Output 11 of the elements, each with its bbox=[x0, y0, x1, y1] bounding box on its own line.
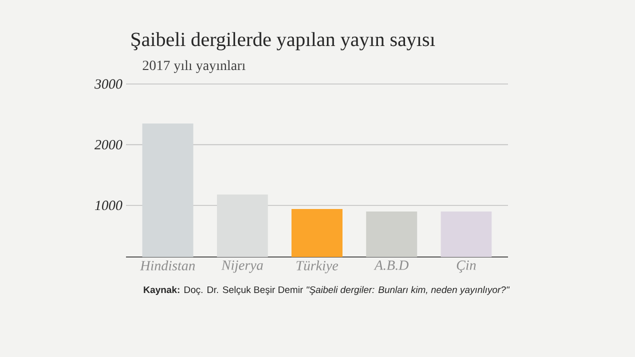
chart-title: Şaibeli dergilerde yapılan yayın sayısı bbox=[132, 32, 435, 50]
x-tick-label: Türkiye bbox=[296, 260, 338, 274]
x-tick-label: Hindistan bbox=[140, 260, 195, 270]
y-tick-label: 3000 bbox=[94, 79, 122, 89]
y-tick-label: 1000 bbox=[94, 200, 122, 210]
text: Kaynak: Doç. Dr. Selçuk Beşir Demir "Şaibeli dergiler: Bunları kim, neden yayınlıyor?" bbox=[144, 286, 510, 296]
y-tick-label: 2000 bbox=[94, 140, 122, 150]
x-tick-label: A.B.D bbox=[374, 260, 409, 270]
chart-subtitle: 2017 yılı yayınları bbox=[142, 60, 246, 74]
x-tick-label: Çin bbox=[456, 260, 476, 273]
x-tick-label: Nijerya bbox=[221, 260, 263, 273]
